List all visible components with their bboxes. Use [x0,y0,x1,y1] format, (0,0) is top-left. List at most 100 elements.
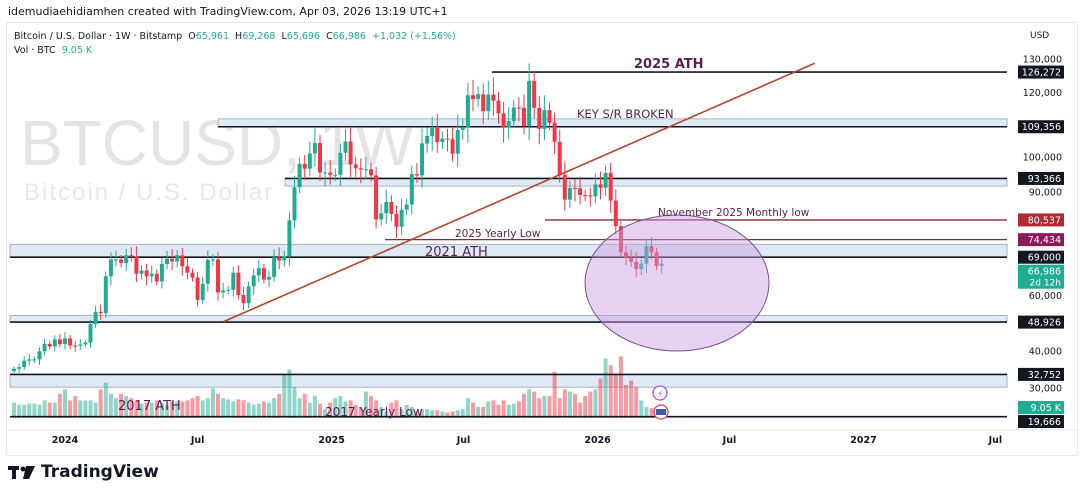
volume-bar [175,401,180,418]
volume-bar [583,396,588,418]
low-label: L [281,31,287,42]
candle-body [292,187,297,221]
volume-bar [52,402,57,418]
volume-bar [537,398,542,418]
volume-bar [369,396,373,418]
volume-bar [516,401,521,418]
volume-bar [272,398,277,418]
candle-body [175,255,180,262]
candle-body [532,81,537,108]
candle-body [205,259,210,284]
tradingview-logo[interactable]: TradingView [8,462,159,482]
candle-body [348,141,353,165]
candle-body [68,338,73,346]
price-axis-tick: 90,000 [1029,187,1062,198]
candle-body [425,135,430,144]
volume-bar [338,396,343,418]
candle-body [108,259,113,277]
price-label: 48,926 [1028,318,1061,329]
candle-body [613,200,618,227]
volume-bar [567,391,572,418]
volume-bar [634,387,639,418]
volume-bar [318,403,322,418]
volume-bar [476,407,481,418]
volume-bar [210,388,215,418]
volume-bar [481,407,486,418]
candle-body [516,107,521,109]
chart-frame[interactable] [6,22,1078,456]
candle-body [583,195,588,197]
candle-body [654,252,659,266]
candle-body [139,270,144,274]
volume-bar [261,401,266,418]
volume-bar [195,396,200,418]
candle-body [659,263,664,266]
price-axis-tick: 60,000 [1029,291,1062,302]
candle-body [277,257,282,261]
price-label: 66,986 [1028,267,1061,278]
volume-bar [358,407,363,418]
candle-body [22,360,27,368]
volume-bar [486,401,491,418]
volume-bar [241,400,246,418]
candle-body [465,95,470,128]
time-axis-tick: 2026 [584,435,611,446]
candle-body [634,261,639,270]
candle-body [210,259,215,261]
candle-body [629,257,634,262]
volume-bar [562,389,567,418]
candle-body [644,246,649,264]
candle-body [159,264,164,282]
candle-body [435,127,440,143]
candle-body [302,163,307,169]
time-axis-tick: Jul [190,435,205,446]
candle-body [414,174,419,176]
candle-body [124,255,129,264]
volume-bar [139,403,144,418]
price-label: 32,752 [1028,370,1061,381]
volume-bar [639,400,644,418]
time-axis-tick: Jul [456,435,471,446]
candle-body [501,113,506,128]
volume-bar [496,404,501,418]
price-label-box [1018,120,1064,134]
candle-body [491,94,496,101]
candle-body [460,127,465,130]
volume-bar [221,398,226,418]
candle-body [17,367,22,369]
volume-bar [231,401,236,418]
candle-body [379,213,384,220]
price-label: 93,366 [1028,174,1061,185]
volume-bar [608,365,613,418]
candle-body [134,256,139,274]
candle-body [588,195,593,197]
volume-bar [267,402,271,418]
candle-body [185,266,190,273]
candle-body [506,121,511,128]
volume-bar [124,396,129,418]
price-axis-tick: 120,000 [1023,88,1062,99]
candle-body [88,324,93,343]
candle-body [573,188,577,190]
volume-bar [287,369,292,418]
volume-bar [593,389,598,418]
volume-bar [149,402,154,418]
candle-body [73,345,78,347]
candle-body [63,338,67,345]
candle-body [358,168,363,170]
price-label-box [1018,171,1064,185]
price-label: 126,272 [1022,68,1061,79]
candle-body [93,311,98,325]
price-label-box [1018,233,1064,247]
brand-name: TradingView [41,462,159,482]
candle-body [511,107,516,122]
volume-bar [119,393,124,418]
candle-body [129,255,134,257]
currency-label[interactable]: USD [1030,31,1050,41]
price-label-box [1018,213,1064,227]
volume-bar [63,389,67,418]
volume-bar [629,380,634,418]
volume-bar [297,398,302,418]
candle-body [338,152,343,175]
